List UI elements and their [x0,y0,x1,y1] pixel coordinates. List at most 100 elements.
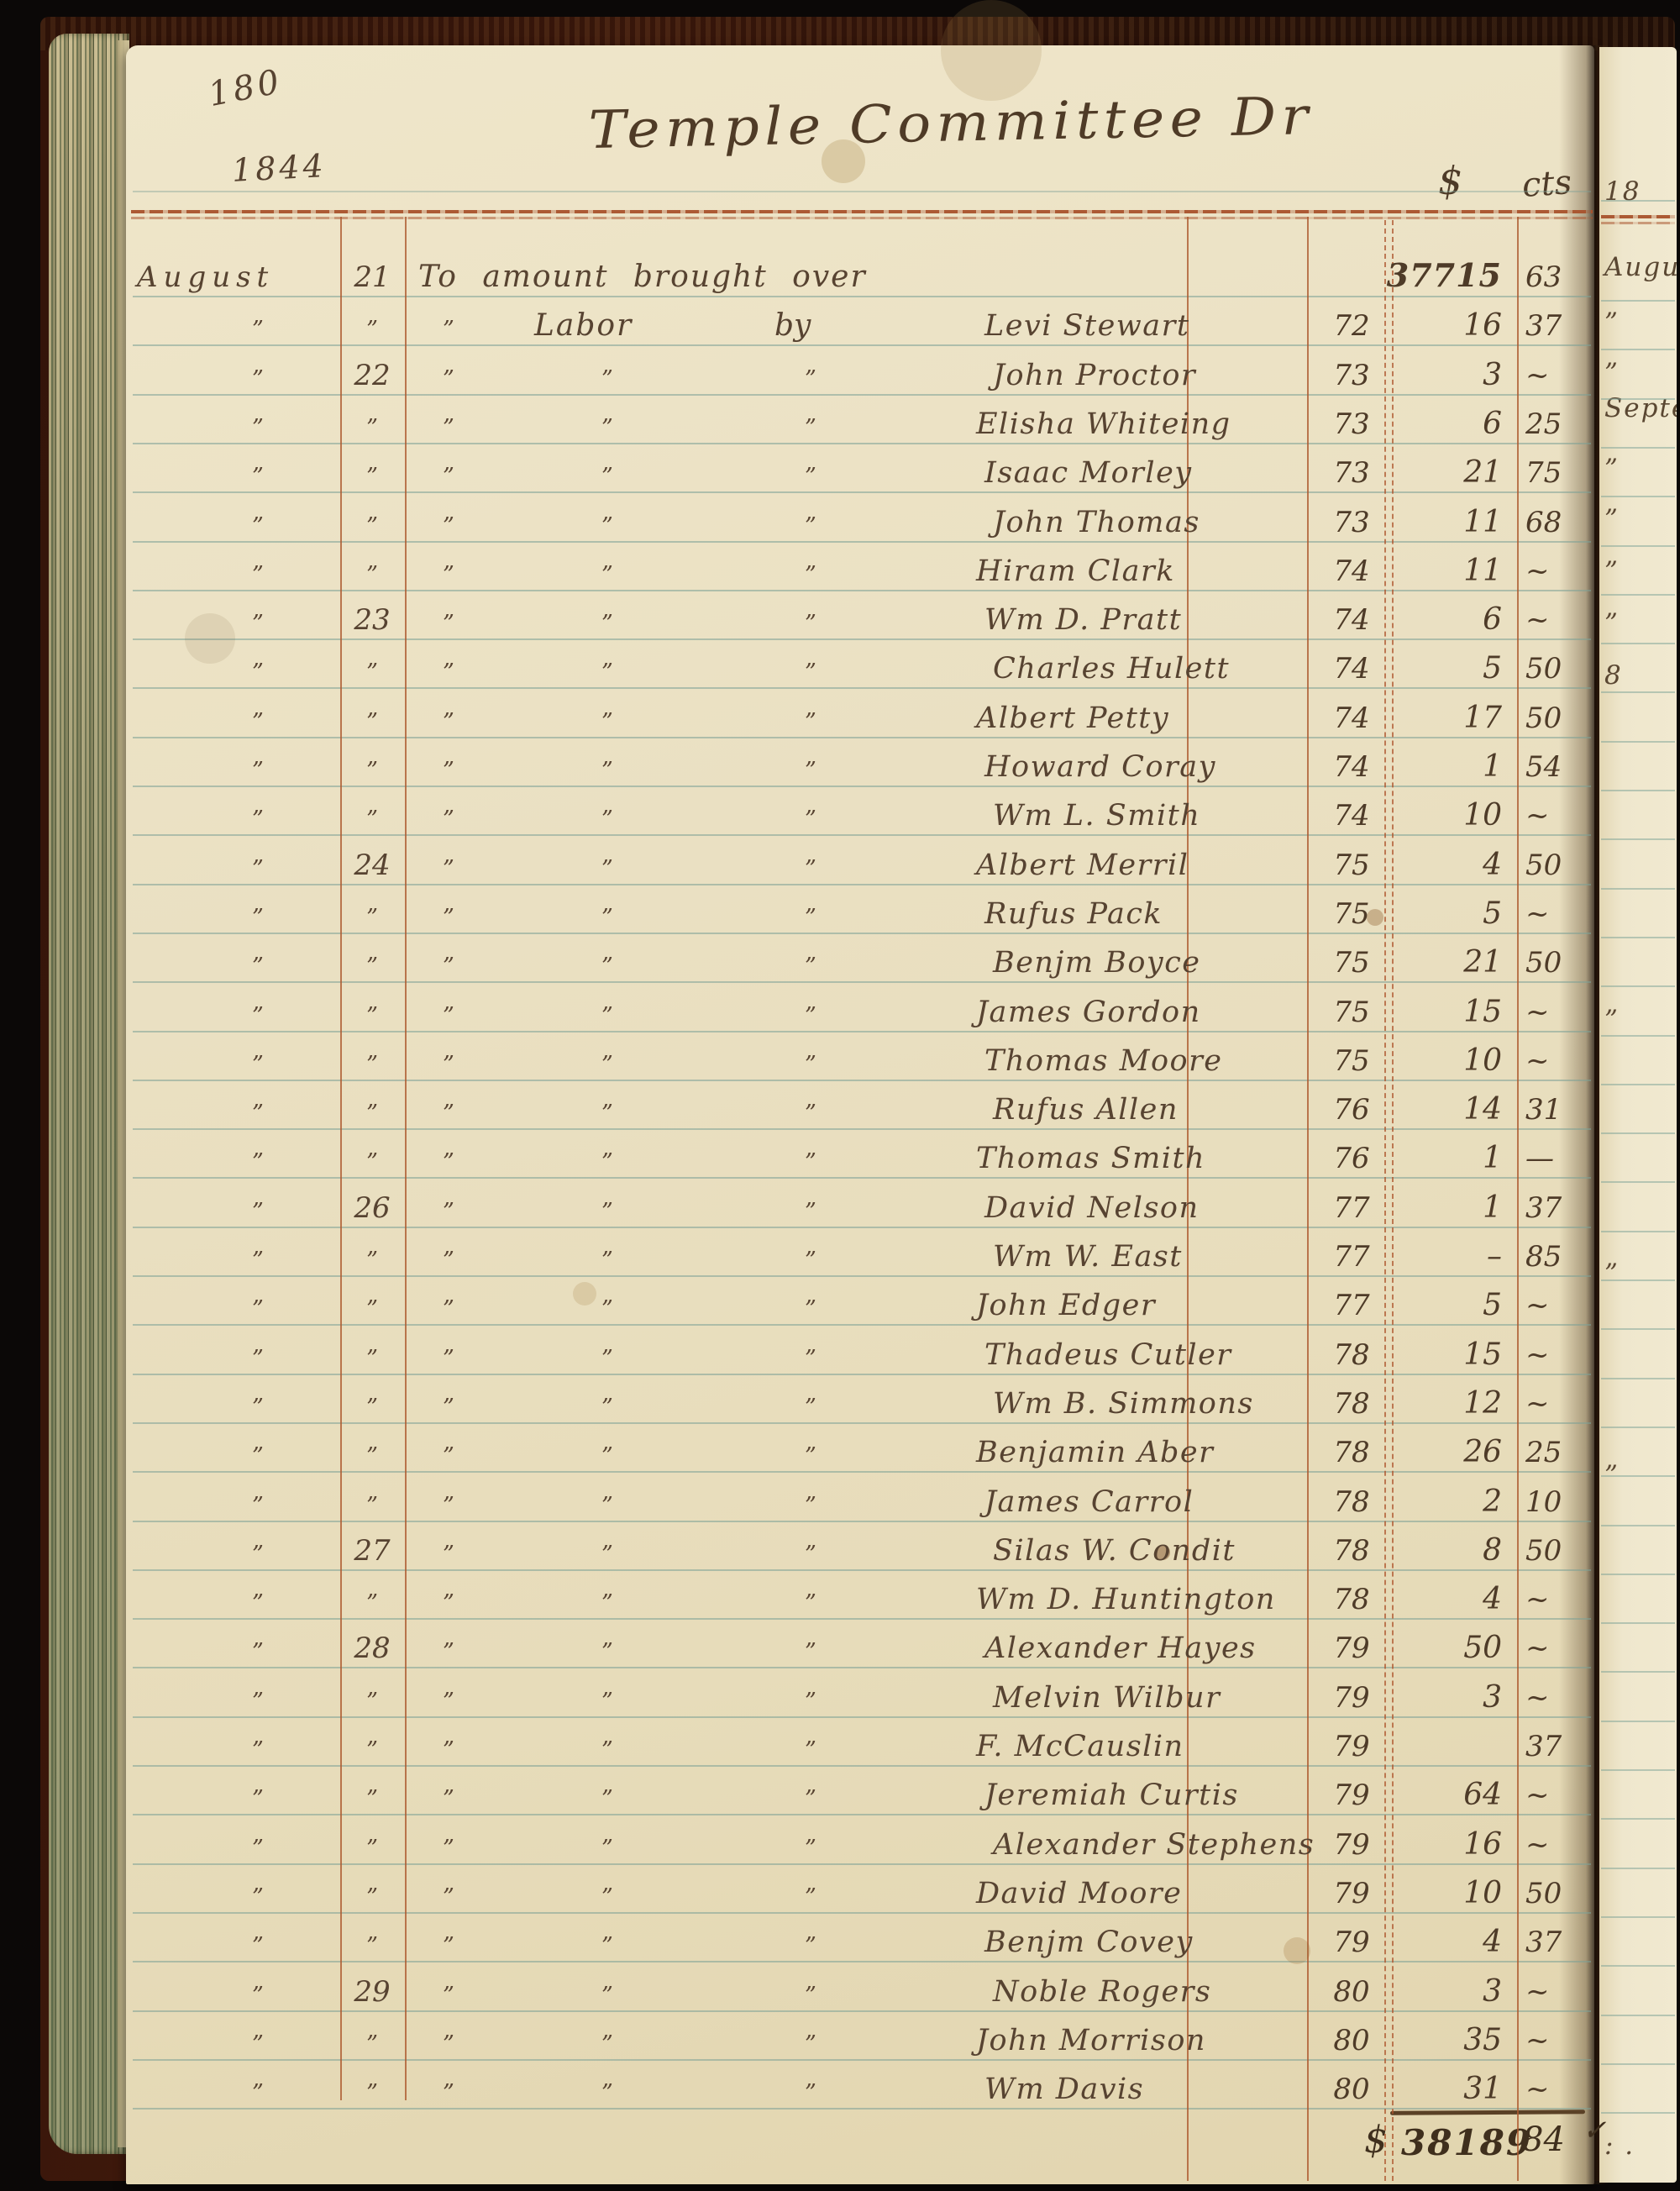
day-cell: ” [366,954,378,980]
ledger-row: ” ” ” ” ” Wm W. East 77 –85 [126,1232,1594,1275]
dollars-cell: 1 [1483,749,1502,784]
ruled-line [133,1128,1591,1131]
ledger-row: ” ” ” ” ” Wm L. Smith 74 10 ~ [126,791,1594,834]
ruled-line-next-page [1601,1034,1675,1037]
header-red-rule-next-page [1601,215,1675,218]
ruled-line [133,1421,1591,1424]
dollars-cell: 21 [1463,455,1502,491]
dollars-cell: 64 [1463,1778,1502,1813]
ledger-row: ” ” ” ” ” Rufus Pack 75 5 ~ [126,889,1594,933]
ditto-mark: ” [805,1345,816,1372]
dollars-cell: 4 [1483,1925,1502,1960]
ditto-mark: ” [601,708,613,735]
payee-name: Noble Rogers [993,1974,1212,2009]
payee-name: John Thomas [993,505,1200,539]
cents-cell: ~ [1525,1043,1550,1078]
folio-cell: 75 [1333,896,1370,931]
payee-name: Isaac Morley [984,456,1193,491]
ditto-mark: ” [601,1101,613,1127]
ditto-mark: ” [601,1492,613,1519]
ruled-line [133,491,1591,494]
cents-cell: 75 [1525,456,1562,491]
next-page-text-fragment: 18 [1604,176,1641,207]
day-cell: ” [366,561,378,588]
ditto-mark: ” [601,807,613,833]
dollars-cell: 16 [1463,1826,1502,1862]
ditto-mark: ” [443,1248,454,1274]
next-page-text-fragment: ” [1604,504,1620,534]
ditto-mark: ” [443,1590,454,1617]
payee-name: Wm D. Pratt [984,603,1183,638]
cents-cell: ~ [1525,1583,1550,1617]
ditto-mark: ” [443,1101,454,1127]
ruled-line-next-page [1601,1328,1675,1331]
next-page-text-fragment: ” [1604,608,1620,638]
next-page-text-fragment: 8 [1604,660,1623,691]
ditto-mark: ” [805,1688,816,1715]
dollars-cell: 5 [1483,651,1502,686]
day-cell: ” [366,1002,378,1029]
folio-cell: 79 [1333,1730,1370,1763]
ruled-line [133,296,1591,297]
ledger-row: ” ” ” ” ” Melvin Wilbur 79 3 ~ [126,1673,1594,1716]
dollars-cell: 8 [1483,1532,1502,1568]
folio-cell: 73 [1333,456,1370,491]
payee-name: Thadeus Cutler [984,1337,1232,1372]
ledger-row: ” ” ” ” ” James Gordon 75 15 ~ [126,987,1594,1031]
folio-cell: 76 [1333,1093,1370,1127]
ruled-line-next-page [1601,1769,1675,1771]
ruled-line-next-page [1601,593,1675,596]
month-cell: ” [252,1737,264,1763]
next-page-text-fragment: ” [1604,358,1620,388]
ditto-mark: ” [805,611,816,638]
ruled-line-next-page [1601,446,1675,449]
ditto-mark: ” [443,758,454,784]
dollars-cell: 5 [1483,896,1502,931]
column-rule [1307,217,1309,2181]
payee-name: John Morrison [976,2023,1206,2057]
cents-cell: ~ [1525,1289,1550,1323]
folio-cell: 73 [1333,505,1370,539]
cents-cell: ~ [1525,2023,1550,2057]
ruled-line [133,1961,1591,1963]
ruled-line [133,638,1591,641]
day-cell: ” [366,904,378,931]
ruled-line [133,1814,1591,1816]
cents-cell: 37 [1525,1190,1562,1225]
month-cell: ” [252,1835,264,1862]
ditto-mark: ” [601,1884,613,1910]
folio-cell: 78 [1333,1436,1370,1470]
ditto-mark: ” [601,904,613,931]
column-rule-dashed [1392,220,1394,2181]
month-cell: ” [252,1149,264,1176]
month-cell: ” [252,807,264,833]
ruled-line [133,687,1591,690]
ditto-mark: ” [805,1541,816,1568]
payee-name: Rufus Pack [984,896,1163,931]
ditto-mark: ” [805,1248,816,1274]
ditto-mark: ” [443,2031,454,2057]
paper-stain [1367,909,1383,926]
ditto-mark: ” [601,512,613,539]
dollars-cell: 1 [1483,1190,1502,1225]
ditto-mark: ” [805,365,816,392]
folio-cell: 73 [1333,407,1370,441]
cents-cell: 25 [1525,407,1562,441]
cents-cell: ~ [1525,1779,1550,1813]
cents-cell: ~ [1525,603,1550,638]
ditto-mark: ” [601,1443,613,1470]
dollars-cell: 6 [1483,406,1502,441]
dollars-cell: 15 [1463,994,1502,1029]
cents-cell: 54 [1525,750,1562,784]
ruled-line-next-page [1601,1377,1675,1379]
dollars-cell: 6 [1483,602,1502,638]
folio-cell: 80 [1333,2023,1370,2057]
dollars-cell: 10 [1463,1043,1502,1078]
folio-cell: 75 [1333,1043,1370,1078]
ditto-mark: ” [805,807,816,833]
ditto-mark: ” [601,1248,613,1274]
month-cell: ” [252,561,264,588]
day-cell: ” [366,2031,378,2057]
ruled-line-next-page [1601,1965,1675,1968]
